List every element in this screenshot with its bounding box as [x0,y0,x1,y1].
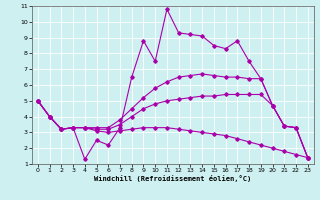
X-axis label: Windchill (Refroidissement éolien,°C): Windchill (Refroidissement éolien,°C) [94,175,252,182]
